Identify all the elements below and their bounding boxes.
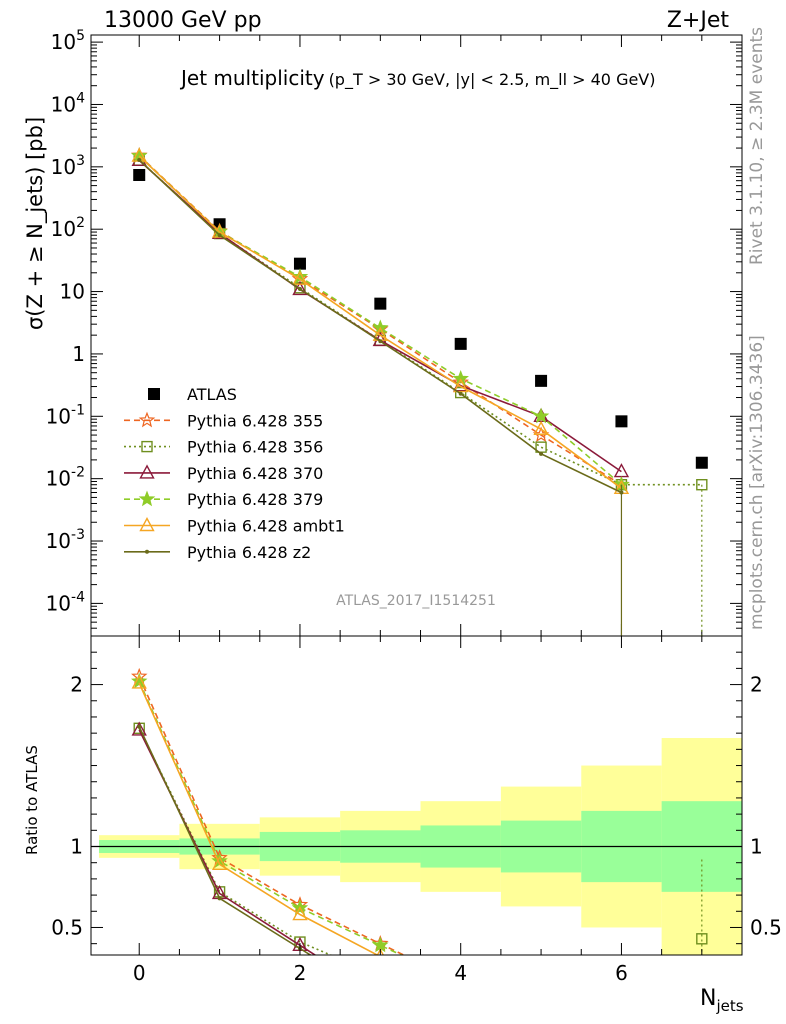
legend-label: Pythia 6.428 356	[187, 438, 323, 457]
data-point	[297, 286, 302, 291]
legend-marker	[139, 464, 155, 479]
data-point	[453, 378, 469, 393]
ratio-frame	[90, 635, 743, 956]
legend-label: Pythia 6.428 379	[187, 490, 323, 509]
y-tick-label: 10-4	[46, 589, 86, 615]
header-left: 13000 GeV pp	[104, 8, 262, 33]
legend-marker	[138, 490, 156, 507]
data-point	[217, 233, 222, 238]
x-axis-label: Njets	[700, 986, 744, 1015]
series-0	[133, 168, 708, 469]
ratio-y-tick-label-right: 0.5	[750, 915, 782, 939]
y-tick-label: 105	[51, 28, 85, 54]
header-right: Z+Jet	[667, 8, 730, 33]
y-tick-label: 104	[51, 90, 85, 116]
legend-entry: Pythia 6.428 356	[124, 438, 323, 457]
ratio-y-tick-label: 1	[70, 835, 83, 859]
y-tick-label: 102	[51, 215, 85, 241]
legend-entry: Pythia 6.428 z2	[124, 543, 311, 562]
ratio-line	[138, 726, 312, 955]
series-6	[137, 157, 624, 495]
legend-entry: ATLAS	[148, 385, 237, 404]
legend-label: Pythia 6.428 z2	[187, 543, 311, 562]
ratio-y-tick-label-right: 2	[750, 673, 763, 697]
y-tick-label: 10-1	[46, 402, 85, 428]
data-point	[695, 456, 708, 469]
plot-title: Jet multiplicity (p_T > 30 GeV, |y| < 2.5…	[179, 66, 656, 90]
ratio-panel: 0.5 0.5 1 1 2 2 0 2 4 6 Ratio to ATLAS Njets	[23, 635, 782, 1015]
series-line	[138, 155, 622, 489]
ratio-point	[211, 855, 228, 871]
ratio-series-4	[131, 674, 385, 955]
data-point	[455, 386, 467, 399]
data-point	[374, 297, 387, 310]
y-axis-label: σ(Z + ≥ N_jets) [pb]	[23, 117, 48, 330]
analysis-watermark: ATLAS_2017_I1514251	[336, 593, 496, 609]
legend-label: Pythia 6.428 ambt1	[187, 517, 345, 536]
legend-label: ATLAS	[187, 385, 237, 404]
legend-marker	[139, 517, 155, 532]
legend-entry: Pythia 6.428 ambt1	[124, 517, 345, 536]
legend-label: Pythia 6.428 370	[187, 464, 323, 483]
y-tick-label: 10-2	[46, 465, 85, 491]
data-point	[452, 370, 469, 386]
ratio-y-axis-label: Ratio to ATLAS	[23, 745, 41, 855]
legend-entry: Pythia 6.428 355	[124, 411, 323, 430]
y-tick-label: 10-3	[46, 527, 85, 553]
ratio-y-tick-label-right: 1	[750, 835, 763, 859]
data-point	[133, 168, 146, 181]
mcplots-label: mcplots.cern.ch [arXiv:1306.3436]	[747, 335, 767, 630]
data-point	[454, 337, 467, 350]
y-tick-label: 10	[60, 280, 85, 304]
data-point	[137, 157, 142, 162]
ratio-point	[217, 896, 222, 901]
data-point	[533, 420, 549, 435]
x-tick-label: 4	[454, 961, 467, 985]
ratio-point	[292, 906, 308, 921]
legend-marker	[141, 440, 153, 453]
ratio-y-tick-label: 0.5	[51, 915, 83, 939]
x-tick-label: 2	[294, 961, 307, 985]
legend-marker	[145, 549, 149, 554]
rivet-version-label: Rivet 3.1.10, ≥ 2.3M events	[747, 27, 767, 265]
data-point	[458, 391, 463, 396]
data-point	[292, 281, 308, 296]
data-point	[615, 415, 628, 428]
data-point	[532, 407, 550, 424]
legend-label: Pythia 6.428 355	[187, 411, 323, 430]
ratio-point	[131, 721, 147, 736]
x-tick-label: 6	[615, 961, 628, 985]
x-tick-label: 0	[133, 961, 146, 985]
data-point	[539, 451, 544, 456]
y-tick-label: 103	[51, 153, 85, 179]
y-tick-label: 1	[72, 342, 85, 366]
legend-marker	[148, 388, 160, 400]
legend-entry: Pythia 6.428 370	[124, 464, 323, 483]
data-point	[378, 339, 383, 344]
ratio-line	[138, 682, 379, 955]
ratio-y-tick-label: 2	[70, 673, 83, 697]
ratio-point	[696, 933, 708, 945]
data-point	[293, 257, 306, 270]
ratio-point	[131, 674, 147, 689]
ratio-series-5	[137, 724, 312, 955]
ratio-point	[137, 724, 142, 729]
data-point	[292, 270, 308, 285]
data-point	[535, 374, 548, 387]
legend-marker	[138, 411, 156, 428]
legend-entry: Pythia 6.428 379	[124, 490, 323, 509]
